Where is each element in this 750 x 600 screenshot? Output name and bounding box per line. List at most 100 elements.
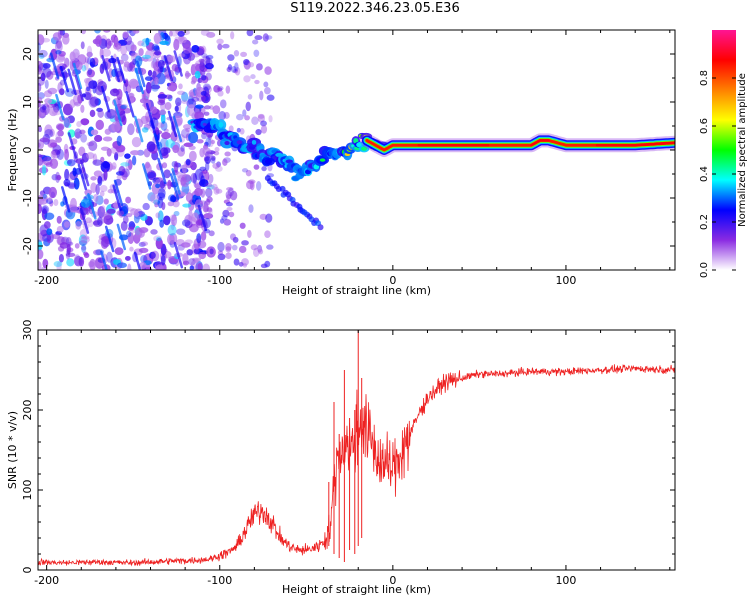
ridge-core	[256, 145, 264, 151]
speckle	[162, 248, 168, 254]
speckle	[66, 159, 76, 167]
speckle	[202, 83, 211, 91]
speckle	[233, 69, 238, 74]
speckle	[144, 76, 153, 81]
speckle	[201, 132, 208, 140]
speckle	[140, 241, 149, 247]
speckle	[153, 45, 160, 52]
speckle	[252, 247, 260, 257]
y-tick-label: 0	[21, 147, 34, 154]
speckle	[243, 75, 251, 83]
speckle-streak	[153, 133, 163, 160]
speckle	[83, 91, 92, 101]
speckle	[241, 168, 249, 173]
speckle	[55, 136, 62, 143]
speckle	[129, 246, 134, 252]
speckle	[126, 30, 132, 34]
speckle	[81, 235, 90, 240]
speckle	[68, 204, 78, 213]
speckle	[86, 45, 93, 57]
speckle	[197, 77, 203, 84]
speckle	[223, 111, 230, 119]
speckle	[200, 91, 208, 96]
speckle	[78, 240, 88, 246]
speckle	[102, 161, 111, 169]
speckle-streak	[112, 184, 122, 212]
speckle	[205, 182, 213, 188]
speckle	[251, 116, 259, 125]
speckle	[247, 62, 255, 68]
speckle	[39, 229, 47, 242]
speckle	[38, 194, 45, 206]
speckle	[256, 63, 263, 71]
speckle	[215, 188, 223, 194]
speckle	[164, 35, 170, 41]
speckle	[90, 129, 99, 136]
speckle	[73, 52, 80, 62]
speckle	[239, 222, 246, 229]
speckle	[262, 33, 269, 42]
speckle	[89, 57, 96, 68]
speckle	[180, 242, 191, 248]
speckle	[85, 217, 92, 224]
speckle	[159, 137, 169, 149]
speckle	[248, 204, 254, 213]
speckle	[116, 210, 125, 216]
speckle	[186, 249, 194, 256]
speckle	[208, 230, 215, 237]
speckle	[229, 190, 238, 201]
speckle	[114, 247, 124, 255]
speckle	[155, 212, 161, 219]
speckle	[46, 233, 52, 244]
speckle	[55, 50, 62, 55]
speckle	[208, 173, 214, 184]
speckle	[167, 55, 176, 63]
speckle	[257, 113, 265, 119]
speckle	[222, 209, 230, 218]
speckle	[199, 58, 206, 68]
speckle	[39, 103, 46, 113]
speckle	[209, 105, 214, 110]
speckle	[64, 57, 70, 68]
speckle	[74, 255, 83, 267]
speckle	[74, 128, 82, 139]
speckle	[218, 111, 227, 121]
speckle	[41, 105, 47, 111]
speckle	[125, 213, 133, 218]
speckle	[103, 215, 114, 225]
speckle	[145, 37, 150, 46]
speckle	[80, 41, 85, 50]
speckle	[94, 134, 103, 143]
speckle	[200, 231, 207, 241]
speckle-streak	[100, 250, 108, 270]
speckle	[226, 206, 233, 212]
speckle	[199, 179, 209, 187]
speckle	[48, 186, 57, 199]
speckle	[242, 263, 248, 268]
speckle-streak	[67, 132, 78, 159]
speckle	[247, 93, 253, 100]
ridge-core	[236, 140, 243, 145]
speckle	[139, 261, 147, 270]
speckle	[160, 254, 166, 266]
x-tick-label: -100	[207, 274, 232, 287]
speckle	[213, 151, 220, 156]
snr-line	[38, 364, 675, 567]
speckle	[186, 104, 196, 117]
speckle	[170, 195, 177, 203]
speckle	[84, 56, 90, 64]
colorbar-tick-label: 0.0	[699, 262, 710, 278]
speckle	[226, 66, 232, 73]
speckle	[81, 245, 87, 251]
speckle	[231, 65, 237, 73]
speckle	[150, 106, 158, 114]
speckle	[245, 101, 251, 112]
speckle	[261, 166, 267, 172]
y-tick-label: 0	[21, 567, 34, 574]
speckle	[210, 157, 216, 164]
speckle	[123, 81, 128, 93]
speckle	[80, 104, 85, 113]
speckle	[188, 223, 199, 233]
speckle	[127, 263, 132, 270]
speckle	[81, 243, 87, 254]
